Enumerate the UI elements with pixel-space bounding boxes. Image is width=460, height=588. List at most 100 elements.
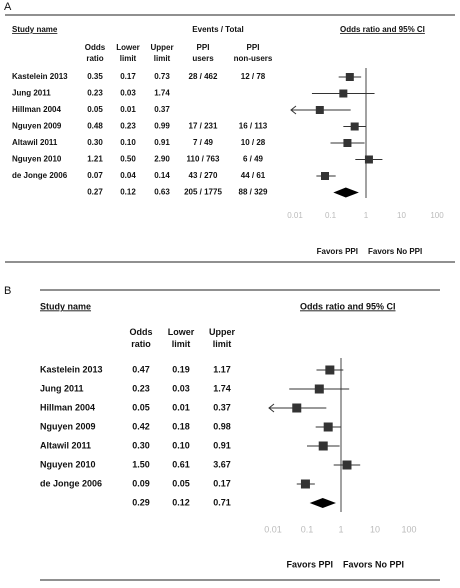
column-header: PPI non-users xyxy=(234,43,273,63)
table-cell: 0.01 xyxy=(172,402,190,412)
table-cell: 0.19 xyxy=(172,364,190,374)
study-name: Jung 2011 xyxy=(40,383,84,393)
table-cell: 6 / 49 xyxy=(243,155,264,164)
table-cell: 0.37 xyxy=(213,402,231,412)
table-cell: 0.05 xyxy=(172,478,190,488)
table-cell: 1.74 xyxy=(154,89,170,98)
favors-right: Favors No PPI xyxy=(343,559,404,569)
study-name: Hillman 2004 xyxy=(40,402,95,412)
clip-arrow xyxy=(290,105,297,115)
study-name: de Jonge 2006 xyxy=(40,478,102,488)
table-cell: 0.50 xyxy=(120,155,136,164)
table-cell: 1.21 xyxy=(87,155,103,164)
table-cell: 1.50 xyxy=(132,459,150,469)
study-name: Jung 2011 xyxy=(12,89,51,98)
summary-diamond xyxy=(309,498,336,508)
table-cell: 0.17 xyxy=(120,72,136,81)
table-cell: 0.03 xyxy=(120,89,136,98)
table-cell: 0.14 xyxy=(154,171,170,180)
favors-right: Favors No PPI xyxy=(368,247,422,256)
study-header: Study name xyxy=(12,25,58,34)
odds-ratio-marker xyxy=(339,89,348,98)
table-cell: 10 / 28 xyxy=(241,138,266,147)
table-cell: 0.42 xyxy=(132,421,150,431)
table-cell: 0.47 xyxy=(132,364,150,374)
table-cell: 0.99 xyxy=(154,122,170,131)
x-tick-label: 0.01 xyxy=(287,211,303,220)
odds-ratio-marker xyxy=(321,172,330,180)
odds-ratio-marker xyxy=(325,365,335,375)
table-cell: 0.23 xyxy=(87,89,103,98)
table-cell: 0.18 xyxy=(172,421,190,431)
table-cell: 110 / 763 xyxy=(187,155,220,164)
table-cell: 0.30 xyxy=(87,138,103,147)
table-cell: 0.12 xyxy=(120,188,136,197)
table-cell: 0.61 xyxy=(172,459,190,469)
table-cell: 1.74 xyxy=(213,383,231,393)
column-header: Upper limit xyxy=(150,43,173,63)
table-cell: 0.71 xyxy=(213,497,231,507)
x-tick-label: 0.1 xyxy=(325,211,337,220)
study-name: Kastelein 2013 xyxy=(40,364,103,374)
table-cell: 0.48 xyxy=(87,122,103,131)
x-tick-label: 10 xyxy=(397,211,406,220)
odds-ratio-marker xyxy=(323,422,333,432)
table-cell: 2.90 xyxy=(154,155,170,164)
odds-ratio-marker xyxy=(343,139,352,147)
odds-ratio-marker xyxy=(318,441,328,451)
table-cell: 44 / 61 xyxy=(241,171,266,180)
odds-ratio-marker xyxy=(292,403,302,413)
summary-diamond xyxy=(333,187,359,198)
odds-ratio-marker xyxy=(300,479,310,489)
odds-ratio-marker xyxy=(364,155,373,164)
table-cell: 0.03 xyxy=(172,383,190,393)
table-cell: 0.05 xyxy=(87,105,103,114)
plot-header: Odds ratio and 95% CI xyxy=(300,301,396,311)
x-tick-label: 0.01 xyxy=(264,524,282,534)
table-cell: 0.35 xyxy=(87,72,103,81)
table-cell: 0.91 xyxy=(213,440,231,450)
table-cell: 43 / 270 xyxy=(189,171,218,180)
table-cell: 0.10 xyxy=(172,440,190,450)
table-cell: 1.17 xyxy=(213,364,231,374)
table-cell: 17 / 231 xyxy=(189,122,218,131)
odds-ratio-marker xyxy=(315,106,324,114)
table-cell: 16 / 113 xyxy=(239,122,268,131)
odds-ratio-marker xyxy=(350,122,359,131)
study-name: Nguyen 2009 xyxy=(12,122,62,131)
column-header: PPI users xyxy=(192,43,214,63)
study-name: Altawil 2011 xyxy=(12,138,58,147)
column-header: Lower limit xyxy=(116,43,140,63)
column-header: Odds ratio xyxy=(85,43,106,63)
table-cell: 0.73 xyxy=(154,72,170,81)
favors-left: Favors PPI xyxy=(286,559,333,569)
study-name: Kastelein 2013 xyxy=(12,72,68,81)
x-tick-label: 1 xyxy=(364,211,369,220)
table-cell: 0.09 xyxy=(132,478,150,488)
table-cell: 0.63 xyxy=(154,188,170,197)
x-tick-label: 1 xyxy=(338,524,343,534)
events-header: Events / Total xyxy=(192,25,243,34)
table-cell: 0.23 xyxy=(132,383,150,393)
odds-ratio-marker xyxy=(342,460,352,470)
column-header: Lower limit xyxy=(168,327,195,349)
table-cell: 28 / 462 xyxy=(189,72,218,81)
study-header: Study name xyxy=(40,301,91,311)
table-cell: 0.05 xyxy=(132,402,150,412)
clip-arrow xyxy=(268,403,275,413)
table-cell: 88 / 329 xyxy=(239,188,268,197)
table-cell: 0.01 xyxy=(120,105,136,114)
table-cell: 0.12 xyxy=(172,497,190,507)
x-tick-label: 100 xyxy=(430,211,444,220)
x-tick-label: 100 xyxy=(401,524,416,534)
table-cell: 0.17 xyxy=(213,478,231,488)
odds-ratio-marker xyxy=(314,384,324,394)
plot-header: Odds ratio and 95% CI xyxy=(340,25,425,34)
favors-left: Favors PPI xyxy=(317,247,358,256)
odds-ratio-marker xyxy=(345,73,354,81)
table-cell: 7 / 49 xyxy=(193,138,214,147)
table-cell: 0.27 xyxy=(87,188,103,197)
study-name: Hillman 2004 xyxy=(12,105,61,114)
table-cell: 0.37 xyxy=(154,105,170,114)
